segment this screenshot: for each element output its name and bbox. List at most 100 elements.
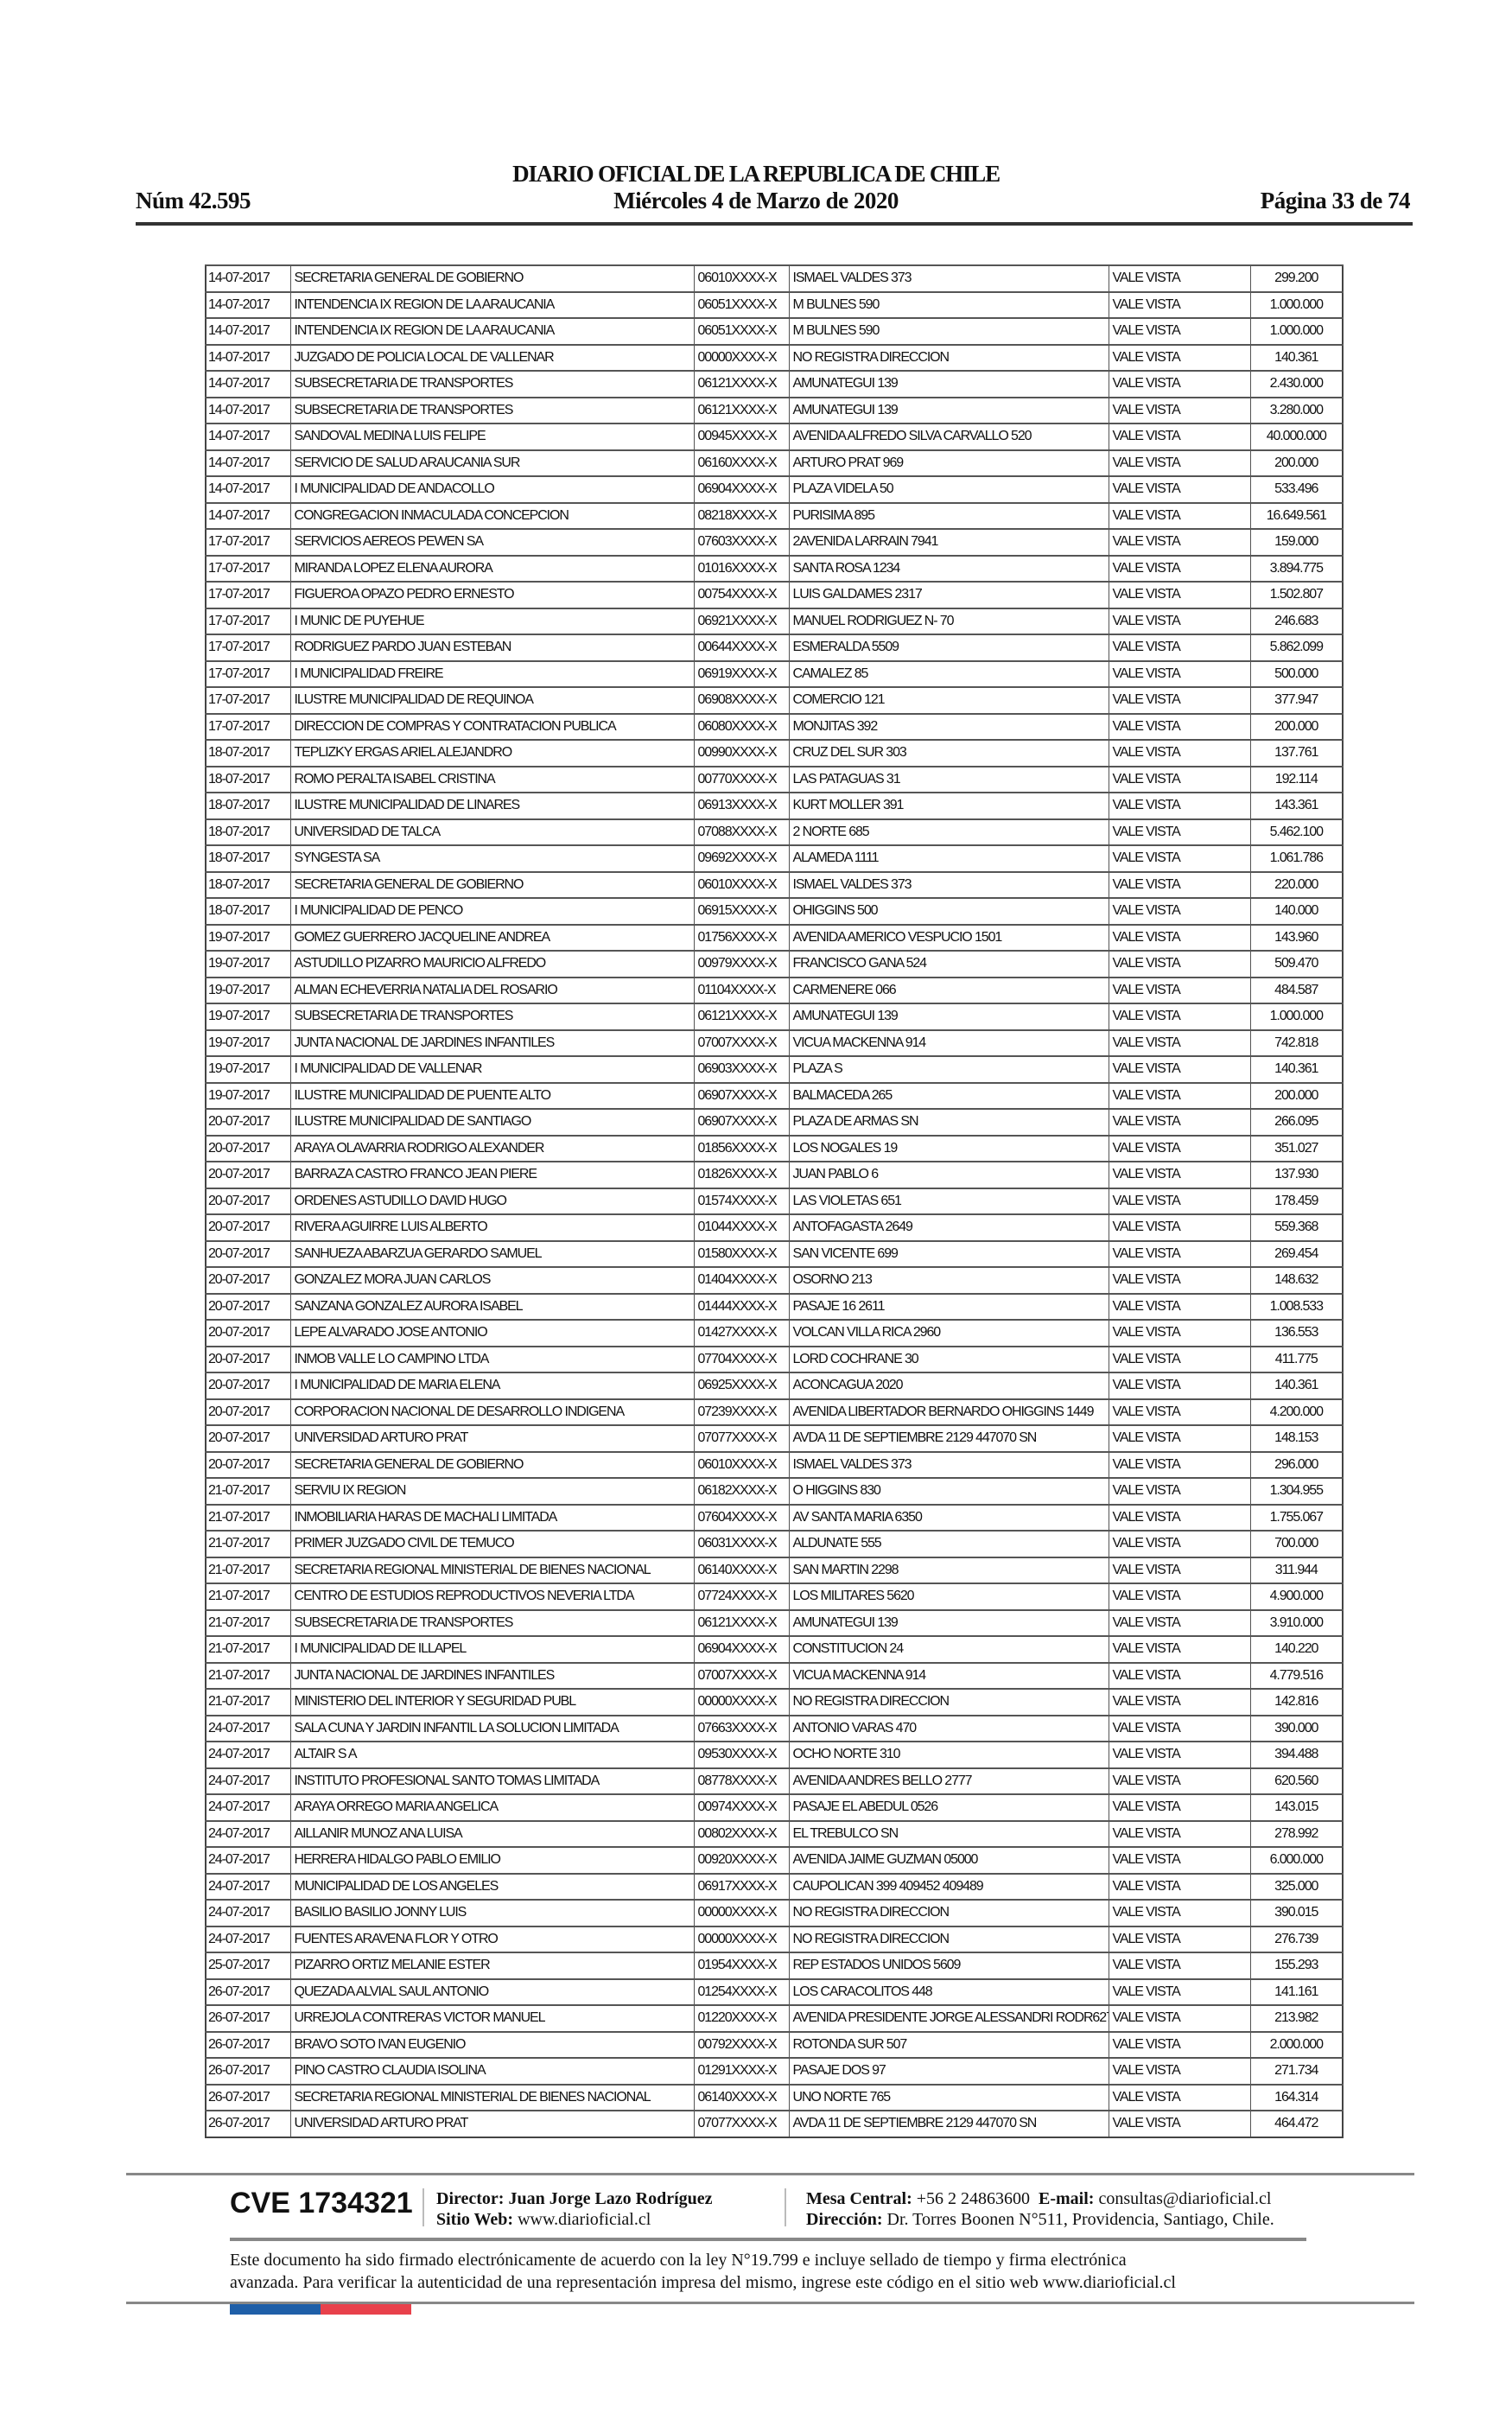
- amount-cell: 276.739: [1249, 1925, 1344, 1953]
- date-cell: 24-07-2017: [205, 1767, 291, 1795]
- page-number: Página 33 de 74: [1260, 188, 1411, 213]
- legal-line: Este documento ha sido firmado electróni…: [230, 2251, 1127, 2270]
- payment-type-cell: VALE VISTA: [1108, 1055, 1251, 1083]
- amount-cell: 4.900.000: [1249, 1583, 1344, 1610]
- date-cell: 17-07-2017: [205, 634, 291, 661]
- rut-cell: 00792XXXX-X: [693, 2030, 790, 2059]
- payment-type-cell: VALE VISTA: [1108, 2083, 1251, 2111]
- payment-type-cell: VALE VISTA: [1108, 290, 1251, 319]
- payment-type-cell: VALE VISTA: [1108, 1028, 1251, 1057]
- beneficiary-cell: URREJOLA CONTRERAS VICTOR MANUEL: [289, 2004, 695, 2032]
- amount-cell: 700.000: [1249, 1530, 1344, 1557]
- address-cell: NO REGISTRA DIRECCION: [788, 343, 1109, 372]
- date-cell: 20-07-2017: [205, 1372, 291, 1399]
- beneficiary-cell: INMOB VALLE LO CAMPINO LTDA: [289, 1345, 695, 1373]
- date-cell: 18-07-2017: [205, 739, 291, 767]
- amount-cell: 155.293: [1249, 1952, 1344, 1979]
- date-cell: 14-07-2017: [205, 290, 291, 319]
- amount-cell: 142.816: [1249, 1688, 1344, 1716]
- amount-cell: 140.000: [1249, 897, 1344, 925]
- beneficiary-cell: UNIVERSIDAD DE TALCA: [289, 818, 695, 846]
- date-cell: 17-07-2017: [205, 659, 291, 688]
- address-cell: AMUNATEGUI 139: [788, 370, 1109, 398]
- address-cell: MANUEL RODRIGUEZ N- 70: [788, 607, 1109, 635]
- table-row: 18-07-2017 ILUSTRE MUNICIPALIDAD DE LINAR…: [205, 792, 1344, 819]
- date-cell: 18-07-2017: [205, 765, 291, 793]
- address-cell: ANTOFAGASTA 2649: [788, 1213, 1109, 1241]
- address-cell: JUAN PABLO 6: [788, 1161, 1109, 1188]
- date-cell: 21-07-2017: [205, 1556, 291, 1584]
- rut-cell: 06915XXXX-X: [693, 897, 790, 925]
- table-row: 19-07-2017 ALMAN ECHEVERRIA NATALIA DEL R…: [205, 976, 1344, 1004]
- beneficiary-cell: DIRECCION DE COMPRAS Y CONTRATACION PUBL…: [289, 712, 695, 741]
- beneficiary-cell: INTENDENCIA IX REGION DE LA ARAUCANIA: [289, 290, 695, 319]
- beneficiary-cell: ARAYA OLAVARRIA RODRIGO ALEXANDER: [289, 1134, 695, 1162]
- table-row: 26-07-2017 QUEZADA ALVIAL SAUL ANTONIO 012…: [205, 1977, 1344, 2006]
- table-row: 18-07-2017 TEPLIZKY ERGAS ARIEL ALEJANDRO…: [205, 739, 1344, 767]
- rut-cell: 07007XXXX-X: [693, 1028, 790, 1057]
- payment-type-cell: VALE VISTA: [1108, 1583, 1251, 1610]
- payment-type-cell: VALE VISTA: [1108, 1424, 1251, 1452]
- table-row: 14-07-2017 SERVICIO DE SALUD ARAUCANIA SU…: [205, 449, 1344, 477]
- amount-cell: 2.000.000: [1249, 2030, 1344, 2059]
- amount-cell: 200.000: [1249, 449, 1344, 477]
- payment-type-cell: VALE VISTA: [1108, 1319, 1251, 1347]
- payment-type-cell: VALE VISTA: [1108, 950, 1251, 978]
- amount-cell: 533.496: [1249, 475, 1344, 503]
- email-link[interactable]: consultas@diarioficial.cl: [1098, 2189, 1272, 2208]
- legal-notice: Este documento ha sido firmado electróni…: [230, 2249, 1353, 2294]
- amount-cell: 5.462.100: [1249, 818, 1344, 846]
- beneficiary-cell: SECRETARIA REGIONAL MINISTERIAL DE BIENE…: [289, 2083, 695, 2111]
- amount-cell: 484.587: [1249, 976, 1344, 1004]
- date-cell: 24-07-2017: [205, 1925, 291, 1953]
- table-row: 20-07-2017 BARRAZA CASTRO FRANCO JEAN PIE…: [205, 1161, 1344, 1188]
- phone-number: +56 2 24863600: [916, 2189, 1031, 2208]
- rut-cell: 06080XXXX-X: [693, 712, 790, 741]
- address-cell: VICUA MACKENNA 914: [788, 1661, 1109, 1690]
- address-cell: M BULNES 590: [788, 317, 1109, 345]
- address-label: Dirección:: [806, 2210, 883, 2229]
- website-link[interactable]: www.diarioficial.cl: [518, 2210, 651, 2229]
- date-cell: 21-07-2017: [205, 1583, 291, 1610]
- beneficiary-cell: UNIVERSIDAD ARTURO PRAT: [289, 1424, 695, 1452]
- amount-cell: 148.632: [1249, 1266, 1344, 1294]
- table-row: 21-07-2017 SUBSECRETARIA DE TRANSPORTES 06…: [205, 1608, 1344, 1637]
- rut-cell: 06921XXXX-X: [693, 607, 790, 635]
- amount-cell: 296.000: [1249, 1450, 1344, 1479]
- table-row: 24-07-2017 AILLANIR MUNOZ ANA LUISA 00802X…: [205, 1819, 1344, 1848]
- phone-label: Mesa Central:: [806, 2189, 912, 2208]
- footer-divider: [126, 2173, 1414, 2175]
- address-cell: PURISIMA 895: [788, 501, 1109, 530]
- table-row: 20-07-2017 RIVERA AGUIRRE LUIS ALBERTO 010…: [205, 1213, 1344, 1241]
- table-row: 20-07-2017 SANZANA GONZALEZ AURORA ISABEL…: [205, 1292, 1344, 1321]
- table-row: 20-07-2017 SECRETARIA GENERAL DE GOBIERNO…: [205, 1450, 1344, 1479]
- date-cell: 17-07-2017: [205, 686, 291, 714]
- rut-cell: 00945XXXX-X: [693, 423, 790, 450]
- rut-cell: 01016XXXX-X: [693, 554, 790, 583]
- rut-cell: 06907XXXX-X: [693, 1108, 790, 1136]
- table-row: 18-07-2017 UNIVERSIDAD DE TALCA 07088XXXX-…: [205, 818, 1344, 846]
- beneficiary-cell: TEPLIZKY ERGAS ARIEL ALEJANDRO: [289, 739, 695, 767]
- address-cell: ISMAEL VALDES 373: [788, 1450, 1109, 1479]
- date-cell: 19-07-2017: [205, 1055, 291, 1083]
- amount-cell: 140.361: [1249, 1055, 1344, 1083]
- rut-cell: 01574XXXX-X: [693, 1187, 790, 1215]
- address-text: Dr. Torres Boonen N°511, Providencia, Sa…: [886, 2210, 1274, 2229]
- rut-cell: 06121XXXX-X: [693, 396, 790, 424]
- payment-type-cell: VALE VISTA: [1108, 1134, 1251, 1162]
- beneficiary-cell: ILUSTRE MUNICIPALIDAD DE PUENTE ALTO: [289, 1081, 695, 1110]
- table-row: 21-07-2017 I MUNICIPALIDAD DE ILLAPEL 0690…: [205, 1635, 1344, 1663]
- rut-cell: 09692XXXX-X: [693, 844, 790, 872]
- amount-cell: 1.000.000: [1249, 317, 1344, 345]
- table-row: 20-07-2017 SANHUEZA ABARZUA GERARDO SAMUE…: [205, 1239, 1344, 1268]
- legal-line: avanzada. Para verificar la autenticidad…: [230, 2273, 1176, 2292]
- date-cell: 18-07-2017: [205, 844, 291, 872]
- date-cell: 19-07-2017: [205, 1081, 291, 1110]
- amount-cell: 3.894.775: [1249, 554, 1344, 583]
- table-row: 24-07-2017 MUNICIPALIDAD DE LOS ANGELES 06…: [205, 1872, 1344, 1901]
- address-cell: PASAJE 16 2611: [788, 1292, 1109, 1321]
- rut-cell: 06010XXXX-X: [693, 1450, 790, 1479]
- payment-type-cell: VALE VISTA: [1108, 343, 1251, 372]
- payment-type-cell: VALE VISTA: [1108, 792, 1251, 819]
- address-cell: LAS PATAGUAS 31: [788, 765, 1109, 793]
